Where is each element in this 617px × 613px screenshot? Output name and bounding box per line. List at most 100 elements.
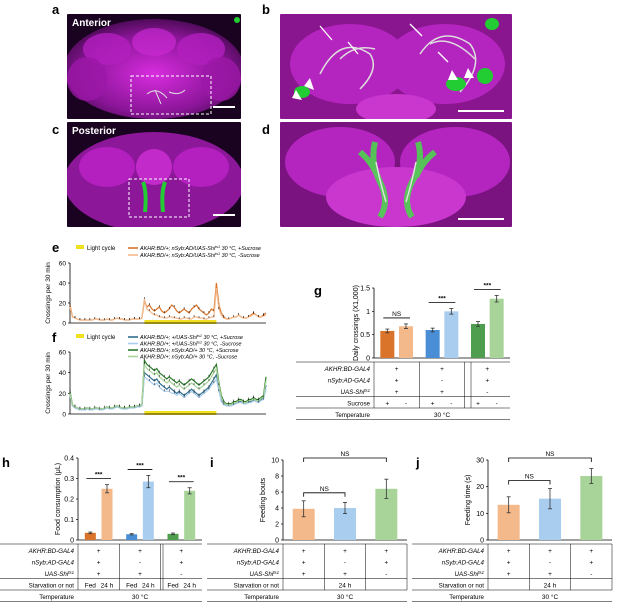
significance-label-2: *** xyxy=(178,475,186,482)
bar-5 xyxy=(184,490,196,540)
significance-bracket-1 xyxy=(303,457,387,462)
micrograph-c: Posterior xyxy=(67,122,241,227)
y-axis-label: Feeding bouts xyxy=(260,477,267,522)
bar-1 xyxy=(539,498,561,540)
micrograph-a: Anterior xyxy=(67,14,241,119)
table-cell-1-1: - xyxy=(139,560,141,567)
y-tick-label: 6 xyxy=(275,490,279,497)
series-line-1 xyxy=(69,375,267,411)
series-line-3 xyxy=(69,362,267,410)
legend: Light cycle AKHR:BD/+; nSyb:AD/UAS-Shits1… xyxy=(76,245,261,259)
table-cell-2-2: - xyxy=(180,571,182,578)
table-row-label-2: UAS-Shits1 xyxy=(454,570,484,579)
significance-label-2: *** xyxy=(484,282,492,289)
y-tick-label: 1 xyxy=(366,309,370,316)
bar-1 xyxy=(101,488,113,540)
panel-f-letter: f xyxy=(52,330,57,345)
y-tick-label: 0 xyxy=(480,538,484,545)
table-cell-2-1: + xyxy=(440,389,444,396)
panel-h-letter: h xyxy=(2,455,10,470)
table-cell-1-0: + xyxy=(97,560,101,567)
table-cell-2-1: + xyxy=(343,571,347,578)
series-line-1 xyxy=(69,287,267,321)
y-tick-label: 0 xyxy=(70,538,74,545)
table-row-label-4: Temperature xyxy=(39,594,74,601)
chart-i: 0 2 4 6 8 10 Feeding bouts NS NS AKHR:BD-GAL4 + + + n… xyxy=(207,451,408,602)
legend-swatch-light xyxy=(76,334,84,338)
chart-j: 0 10 20 30 Feeding time (s) NS NS AKHR:BD-GAL4 +… xyxy=(412,451,613,602)
table-row-label-2: UAS-Shits1 xyxy=(249,570,279,579)
bar-4 xyxy=(167,533,179,540)
bar-5 xyxy=(489,298,504,358)
table-row-label-0: AKHR:BD-GAL4 xyxy=(438,548,485,555)
y-tick-label: 20 xyxy=(59,301,67,308)
legend-swatch-light xyxy=(76,245,84,249)
significance-bracket-0 xyxy=(508,480,551,485)
table-cell-1-1: - xyxy=(441,378,443,385)
y-tick-label: 1.5 xyxy=(360,286,370,293)
table-cell-0-1: + xyxy=(343,548,347,555)
y-tick-label: 0 xyxy=(62,412,66,419)
micrograph-d-image xyxy=(280,122,512,227)
table-cell-2-0: + xyxy=(302,571,306,578)
bar-3 xyxy=(142,481,154,540)
table-cell-0-1: + xyxy=(548,548,552,555)
table-row-label-4: Temperature xyxy=(449,594,484,601)
y-tick-label: 0 xyxy=(62,321,66,328)
y-tick-label: 40 xyxy=(59,370,67,377)
panel-g-letter: g xyxy=(314,283,322,298)
table-row-label-3: Starvation or not xyxy=(234,583,280,590)
y-axis-label: Feeding time (s) xyxy=(465,475,472,526)
y-tick-label: 2 xyxy=(275,522,279,529)
table-cell-3-4: Fed xyxy=(167,583,179,590)
micrograph-c-image xyxy=(67,122,241,227)
panel-a-letter: a xyxy=(52,2,60,17)
table-row-label-4: Temperature xyxy=(244,594,279,601)
table-cell-0-2: + xyxy=(589,548,593,555)
table-cell-0-2: + xyxy=(179,548,183,555)
significance-label-0: NS xyxy=(525,474,535,481)
micrograph-b-image xyxy=(280,14,512,119)
bar-2 xyxy=(425,330,440,358)
y-tick-label: 20 xyxy=(476,484,484,491)
legend: Light cycle AKHR:BD/+; +/UAS-Shits1 30 °C… xyxy=(76,334,243,361)
panel-i-letter: i xyxy=(210,455,214,470)
table-cell-2-0: + xyxy=(395,389,399,396)
bar-0 xyxy=(84,532,96,540)
table-row-label-1: nSyb:AD-GAL4 xyxy=(32,560,75,567)
significance-label-1: *** xyxy=(438,296,446,303)
table-row-label-1: nSyb:AD-GAL4 xyxy=(237,560,280,567)
significance-bracket-0 xyxy=(303,492,346,497)
table-cell-3-2: + xyxy=(431,401,435,408)
panel-d-letter: d xyxy=(262,122,270,137)
table-cell-0-0: + xyxy=(507,548,511,555)
light-cycle-bar xyxy=(144,411,217,415)
bar-3 xyxy=(444,311,459,358)
panel-b-letter: b xyxy=(262,2,270,17)
table-cell-merged-4: 30 °C xyxy=(434,411,451,419)
bar-2 xyxy=(126,534,138,540)
panel-e-letter: e xyxy=(52,240,60,255)
significance-label-1: *** xyxy=(136,462,144,469)
y-axis-label: Food consumption (μL) xyxy=(55,463,62,535)
table-cell-0-1: + xyxy=(138,548,142,555)
table-row-label-0: AKHR:BD-GAL4 xyxy=(324,366,371,373)
significance-label-1: NS xyxy=(340,451,350,458)
table-cell-0-1: + xyxy=(440,366,444,373)
table-cell-2-1: + xyxy=(548,571,552,578)
table-row-label-1: nSyb:AD-GAL4 xyxy=(442,560,485,567)
table-cell-1-2: + xyxy=(179,560,183,567)
y-tick-label: 0.1 xyxy=(64,517,74,524)
table-cell-2-2: - xyxy=(486,389,488,396)
table-cell-1-0: + xyxy=(395,378,399,385)
bar-2 xyxy=(375,488,398,540)
y-axis-label: Crossings per 30 min xyxy=(45,352,52,414)
y-tick-label: 40 xyxy=(59,281,67,288)
y-tick-label: 10 xyxy=(271,458,279,465)
y-tick-label: 0.5 xyxy=(360,332,370,339)
micrograph-c-label: Posterior xyxy=(72,126,116,137)
y-axis-label: Crossings per 30 min xyxy=(45,262,52,324)
legend-label-1: AKHR:BD/+; +/UAS-Shits1 30 °C, -Sucrose xyxy=(139,341,242,348)
